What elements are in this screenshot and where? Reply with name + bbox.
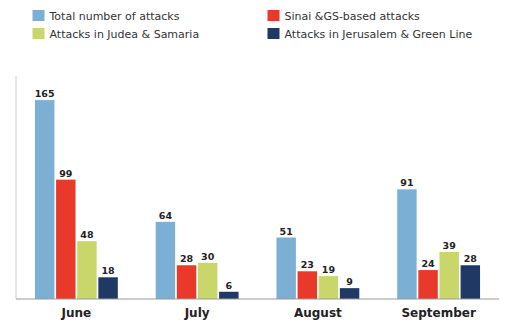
x-tick-label: June (61, 306, 92, 320)
data-label: 6 (226, 280, 233, 291)
bar (319, 276, 338, 299)
y-axis-line (16, 76, 17, 299)
legend-swatch (268, 10, 280, 21)
data-label: 48 (80, 229, 94, 240)
x-tick-label: September (401, 306, 475, 320)
chart-container: Total number of attacks Sinai &GS-based a… (0, 0, 515, 333)
bar (35, 100, 54, 299)
data-label: 165 (35, 88, 55, 99)
bars (35, 100, 480, 299)
bar (461, 265, 480, 299)
bar (276, 238, 295, 299)
data-label: 9 (346, 276, 353, 287)
data-labels: 165 64 51 91 99 28 23 24 48 30 19 39 18 6 9 28 (35, 88, 478, 291)
data-label: 30 (201, 251, 215, 262)
bar (298, 271, 317, 299)
data-label: 28 (180, 253, 194, 264)
data-label: 23 (301, 259, 314, 270)
bar (418, 270, 437, 299)
x-tick-label: July (184, 306, 210, 320)
data-label: 18 (101, 265, 115, 276)
bar (340, 288, 359, 299)
data-label: 51 (280, 226, 293, 237)
data-label: 91 (400, 177, 413, 188)
data-label: 39 (443, 240, 456, 251)
data-label: 28 (464, 253, 478, 264)
legend-label: Attacks in Judea & Samaria (50, 28, 200, 41)
legend: Total number of attacks Sinai &GS-based a… (33, 10, 473, 41)
legend-label: Sinai &GS-based attacks (285, 10, 421, 23)
chart: Total number of attacks Sinai &GS-based a… (0, 0, 515, 333)
bar (219, 292, 238, 299)
data-label: 64 (159, 210, 173, 221)
bar (56, 180, 75, 299)
legend-swatch (33, 10, 45, 21)
bar (198, 263, 217, 299)
legend-label: Attacks in Jerusalem & Green Line (285, 28, 473, 41)
x-axis: June July August September (61, 306, 476, 320)
legend-swatch (33, 28, 45, 39)
legend-swatch (268, 28, 280, 39)
data-label: 24 (421, 258, 435, 269)
bar (98, 277, 117, 299)
bar (156, 222, 175, 299)
x-axis-line (16, 298, 499, 299)
bar (77, 241, 96, 299)
data-label: 19 (322, 264, 335, 275)
bar (397, 189, 416, 299)
data-label: 99 (59, 168, 72, 179)
x-tick-label: August (294, 306, 342, 320)
legend-label: Total number of attacks (49, 10, 180, 23)
bar (177, 265, 196, 299)
bar (439, 252, 458, 299)
